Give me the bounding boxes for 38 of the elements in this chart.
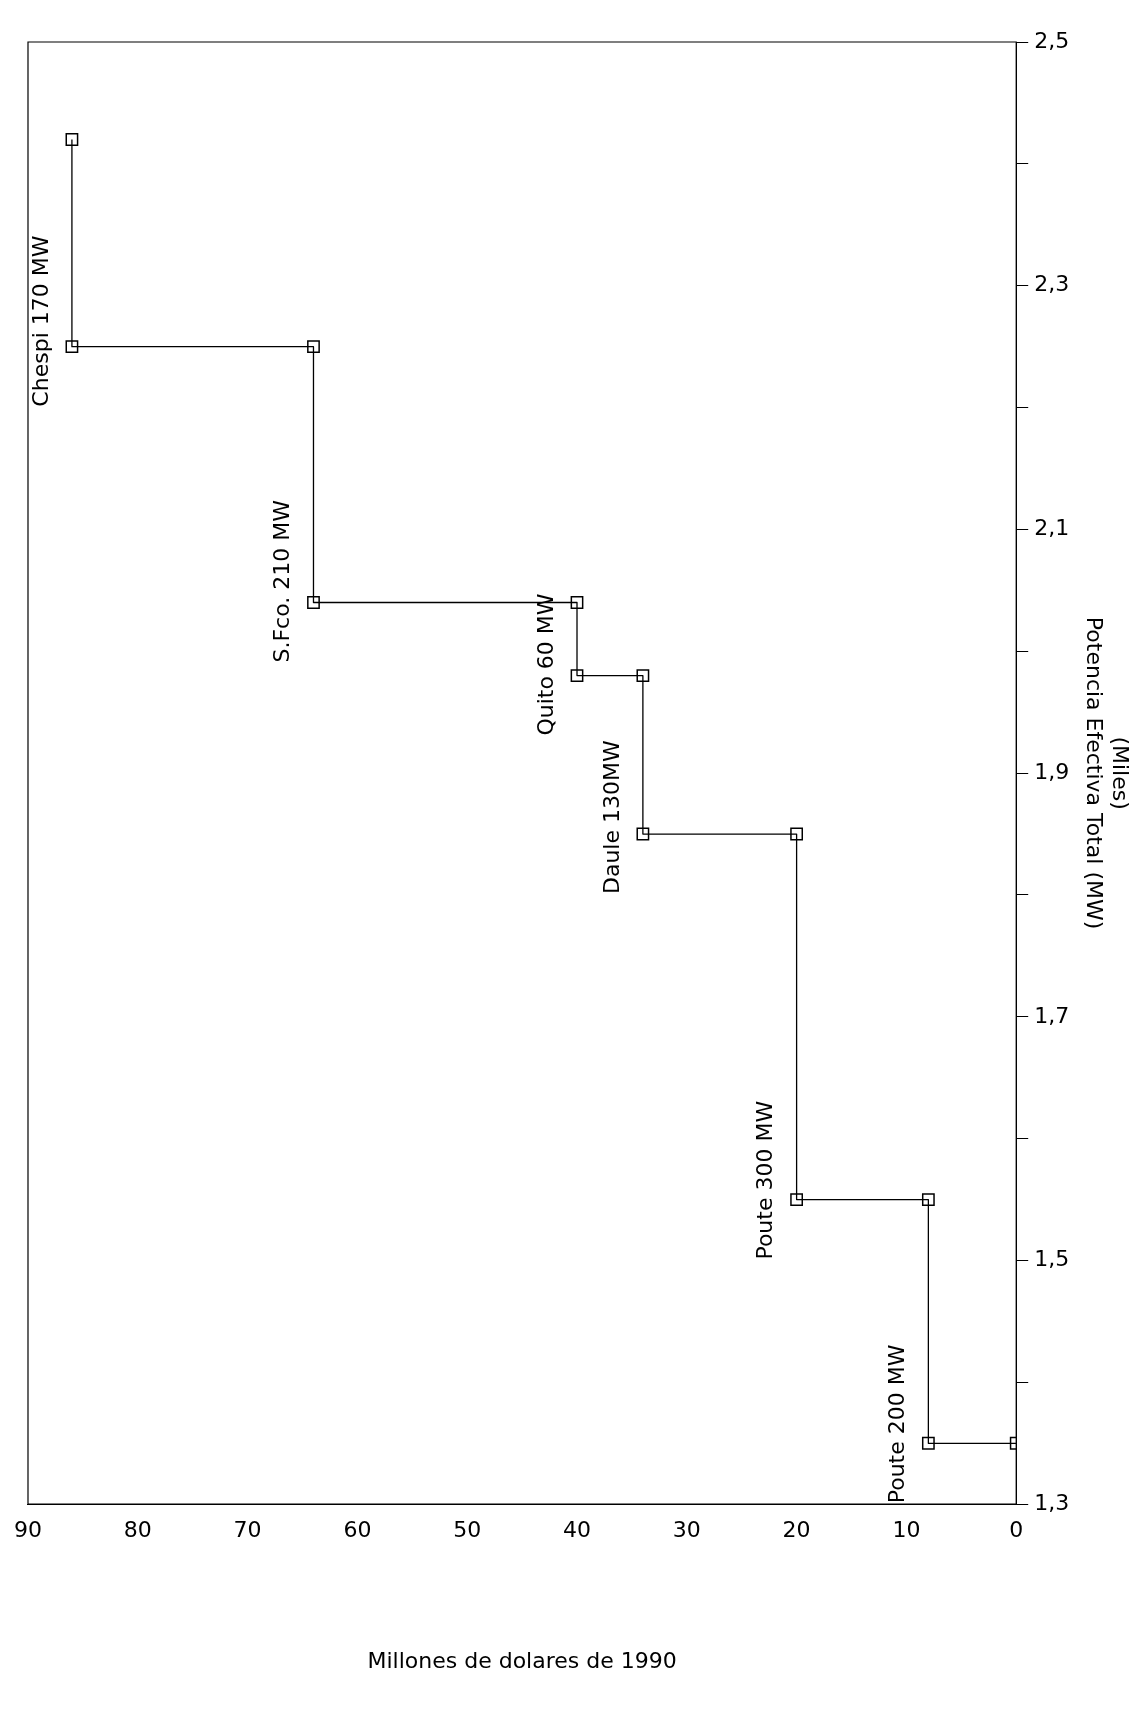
point (636, 827, 650, 841)
point (65, 340, 79, 354)
point (921, 1436, 935, 1450)
point (307, 340, 320, 354)
x-tick-label: 30 (672, 1517, 701, 1543)
y-tick-label: 1,7 (1034, 1002, 1070, 1028)
x-tick-label: 40 (563, 1517, 592, 1543)
y-tick-label: 1,5 (1034, 1246, 1070, 1272)
annotation: Chespi 170 MW (27, 235, 53, 407)
x-tick-label: 60 (343, 1517, 372, 1543)
annotation: Quito 60 MW (532, 593, 558, 736)
y-tick-label: 2,1 (1034, 515, 1070, 541)
point (790, 827, 804, 841)
x-tick-label: 50 (453, 1517, 482, 1543)
point (921, 1193, 935, 1206)
x-tick-label: 0 (1009, 1517, 1024, 1543)
annotation: Daule 130MW (598, 740, 624, 895)
point (790, 1193, 804, 1206)
point (307, 596, 320, 609)
y-axis-title: Potencia Efectiva Total (MW) (1081, 616, 1107, 930)
y-tick-label: 2,5 (1034, 27, 1070, 53)
x-tick-label: 70 (233, 1517, 262, 1543)
y-tick-label: 1,3 (1034, 1489, 1070, 1515)
point (570, 596, 584, 609)
point (636, 669, 650, 683)
x-tick-label: 80 (123, 1517, 152, 1543)
x-axis-title: Millones de dolares de 1990 (367, 1647, 677, 1673)
annotation: Poute 200 MW (884, 1344, 910, 1504)
x-tick-label: 20 (782, 1517, 811, 1543)
y-tick-label: 1,9 (1034, 758, 1070, 784)
y-tick-label: 2,3 (1034, 271, 1070, 297)
point (65, 133, 79, 146)
x-tick-label: 90 (14, 1517, 42, 1543)
annotation: S.Fco. 210 MW (269, 499, 295, 663)
point (570, 669, 584, 683)
x-tick-label: 10 (892, 1517, 921, 1543)
annotation: Poute 300 MW (752, 1100, 778, 1260)
text: (Miles) (1108, 736, 1134, 810)
